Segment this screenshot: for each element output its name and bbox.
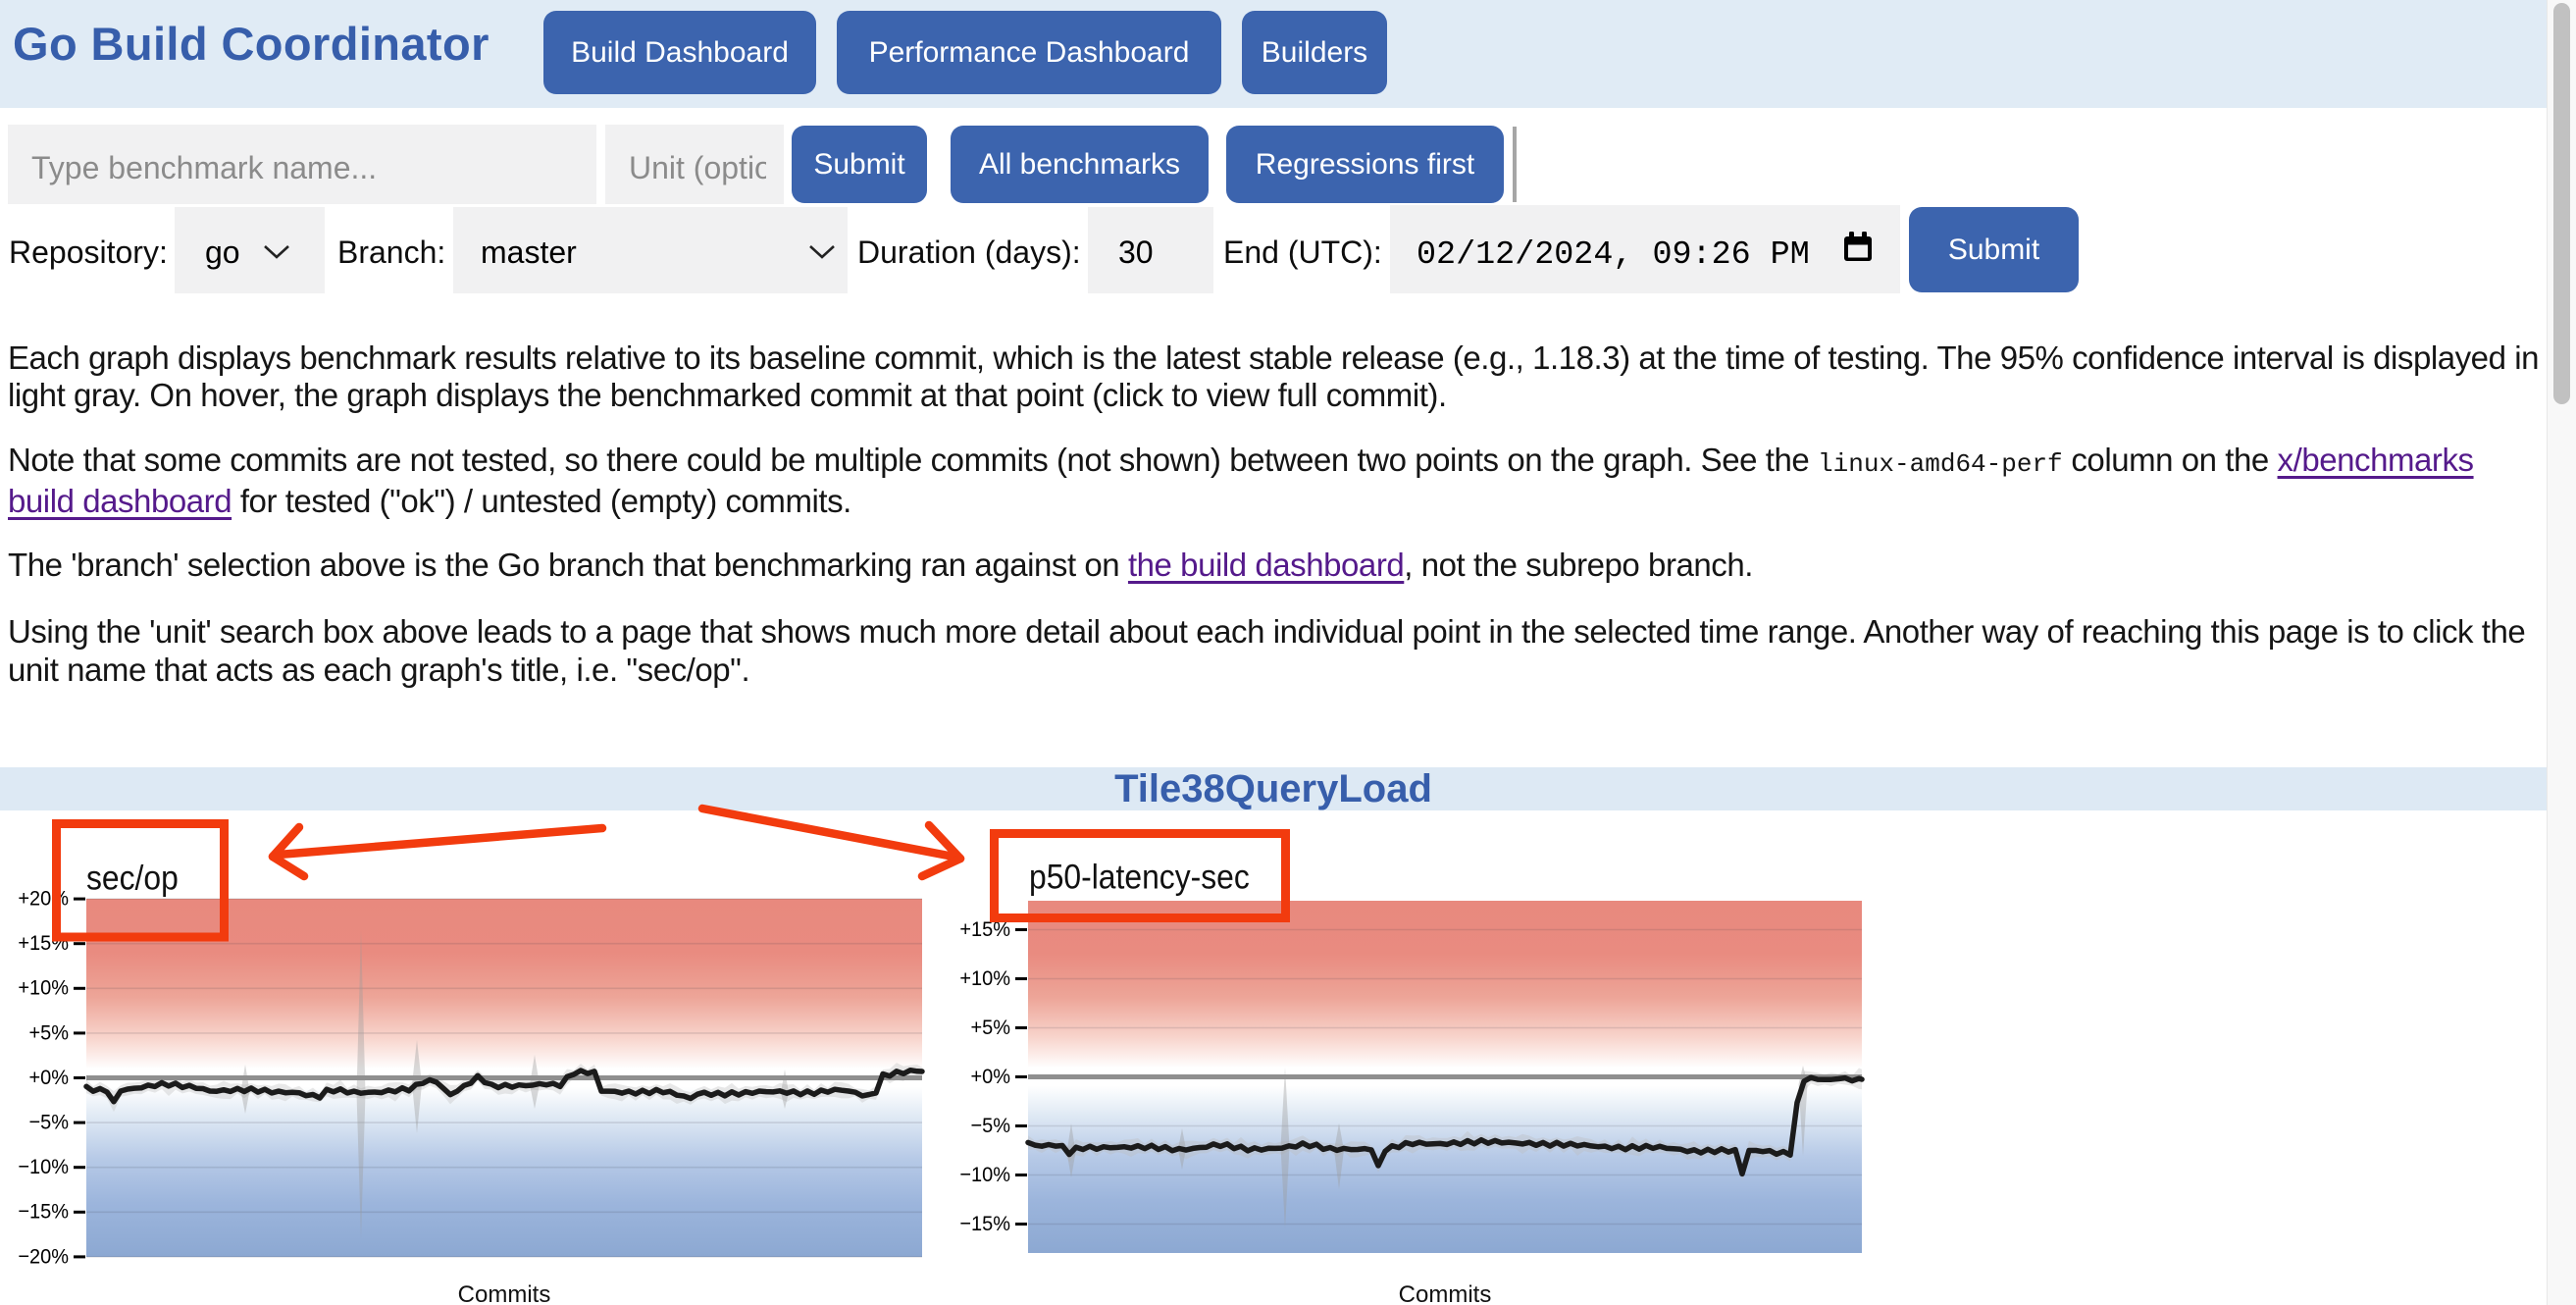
svg-text:Commits: Commits bbox=[458, 1281, 551, 1305]
svg-text:+0%: +0% bbox=[970, 1065, 1010, 1088]
svg-text:sec/op: sec/op bbox=[86, 860, 179, 898]
svg-text:+5%: +5% bbox=[28, 1021, 69, 1045]
svg-text:Commits: Commits bbox=[1399, 1281, 1492, 1305]
svg-text:+15%: +15% bbox=[959, 917, 1010, 941]
svg-text:+0%: +0% bbox=[28, 1066, 69, 1089]
svg-text:−20%: −20% bbox=[18, 1245, 69, 1269]
svg-text:−5%: −5% bbox=[970, 1114, 1010, 1137]
svg-text:+10%: +10% bbox=[959, 966, 1010, 990]
svg-text:+10%: +10% bbox=[18, 976, 69, 1000]
svg-text:+20%: +20% bbox=[18, 887, 69, 911]
svg-text:+5%: +5% bbox=[970, 1016, 1010, 1039]
svg-text:p50-latency-sec: p50-latency-sec bbox=[1029, 859, 1250, 897]
svg-text:−5%: −5% bbox=[28, 1111, 69, 1134]
svg-text:−10%: −10% bbox=[18, 1155, 69, 1178]
svg-text:−10%: −10% bbox=[959, 1163, 1010, 1186]
svg-text:−15%: −15% bbox=[959, 1212, 1010, 1235]
svg-text:−15%: −15% bbox=[18, 1200, 69, 1224]
